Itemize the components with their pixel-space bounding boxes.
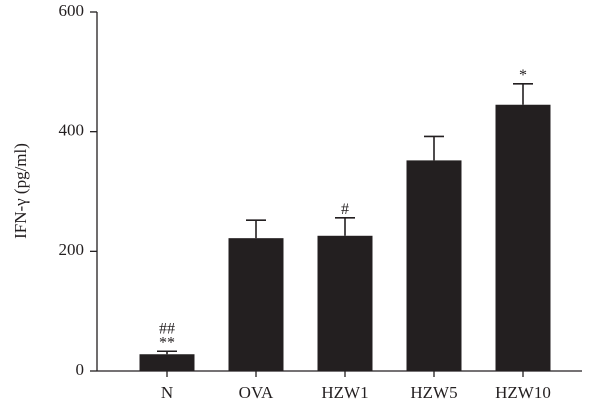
y-tick-label: 600 bbox=[59, 1, 85, 20]
y-tick-label: 0 bbox=[76, 360, 85, 379]
y-tick-label: 200 bbox=[59, 240, 85, 259]
bar-hzw1 bbox=[317, 235, 373, 371]
plot-area: 0 200 400 600 N **## OVA HZW1 # HZW5 HZW10 * bbox=[59, 1, 582, 402]
x-tick-label: HZW10 bbox=[495, 383, 551, 402]
significance-label: ** bbox=[159, 334, 175, 351]
bar-hzw5 bbox=[406, 160, 462, 371]
significance-label: ## bbox=[159, 320, 175, 337]
x-tick-label: HZW5 bbox=[410, 383, 457, 402]
significance-label: * bbox=[519, 67, 527, 84]
x-tick-label: HZW1 bbox=[321, 383, 368, 402]
bar-n bbox=[139, 354, 195, 371]
x-tick-label: OVA bbox=[239, 383, 274, 402]
bar-hzw10 bbox=[495, 104, 551, 371]
bar-ova bbox=[228, 238, 284, 371]
significance-label: # bbox=[341, 201, 349, 218]
y-tick-label: 400 bbox=[59, 121, 85, 140]
y-axis-title: IFN-γ (pg/ml) bbox=[11, 143, 30, 239]
x-tick-label: N bbox=[161, 383, 173, 402]
